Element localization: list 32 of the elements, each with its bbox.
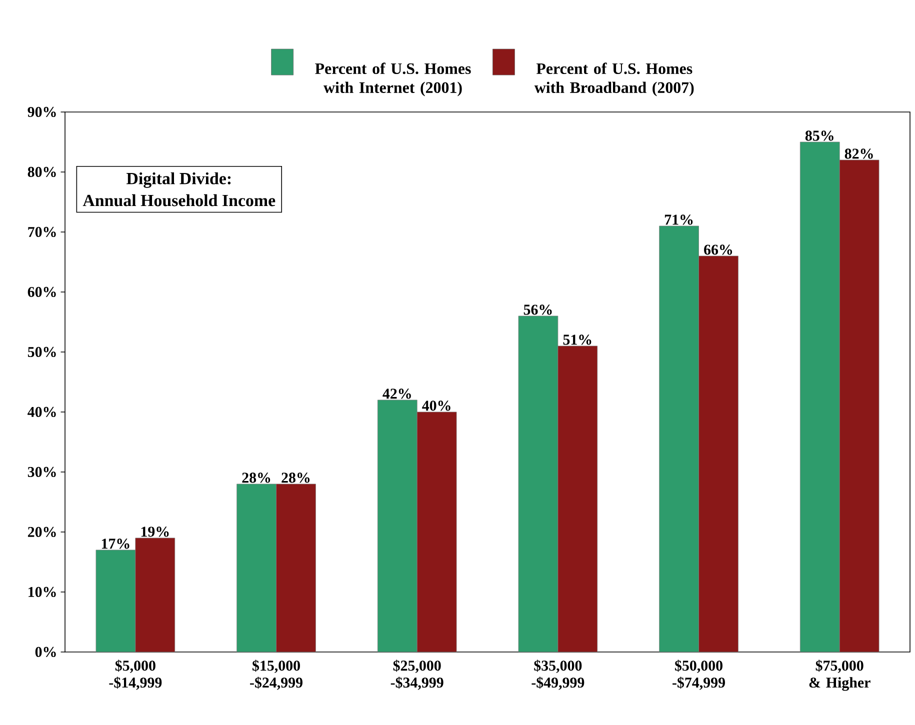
x-tick-label: $35,000 -$49,999 — [532, 660, 584, 690]
x-tick-label: $5,000 -$14,999 — [109, 660, 162, 690]
y-tick-label: 60% — [28, 286, 56, 298]
data-label: 42% — [382, 388, 411, 399]
data-label: 66% — [704, 244, 732, 255]
data-label: 28% — [242, 472, 270, 483]
y-tick-label: 70% — [28, 226, 56, 238]
data-label: 71% — [664, 214, 693, 225]
data-label: 19% — [141, 526, 169, 537]
data-label: 28% — [282, 472, 310, 483]
x-tick-label: $50,000 -$74,999 — [672, 660, 725, 690]
y-tick-label: 40% — [28, 406, 56, 418]
x-tick-label: $15,000 -$24,999 — [250, 660, 302, 690]
data-label: 40% — [422, 400, 450, 411]
y-tick-label: 0% — [35, 646, 56, 658]
y-tick-label: 20% — [28, 526, 56, 538]
data-label: 82% — [844, 148, 873, 159]
legend-label: Percent of U.S. Homes with Broadband (2007) — [534, 62, 694, 96]
x-tick-label: $75,000 & Higher — [809, 660, 870, 691]
annotation: Digital Divide: — [126, 172, 231, 188]
y-tick-label: 90% — [28, 106, 56, 118]
legend-label: Percent of U.S. Homes with Internet (2001) — [315, 62, 471, 96]
annotation: Annual Household Income — [82, 194, 276, 206]
data-label: 17% — [102, 538, 130, 549]
y-tick-label: 30% — [28, 466, 56, 478]
x-tick-label: $25,000 -$34,999 — [390, 660, 444, 690]
y-tick-label: 10% — [28, 586, 56, 598]
y-tick-label: 50% — [28, 346, 56, 358]
data-label: 85% — [805, 130, 834, 141]
data-label: 56% — [524, 304, 552, 315]
y-tick-label: 80% — [28, 166, 56, 178]
data-label: 51% — [563, 334, 592, 345]
